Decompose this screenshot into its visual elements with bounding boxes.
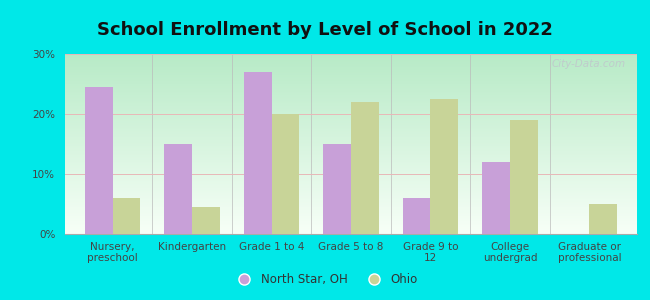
Bar	[85, 87, 112, 234]
Bar	[351, 102, 379, 234]
Bar	[244, 72, 272, 234]
Text: City-Data.com: City-Data.com	[551, 59, 625, 69]
Bar	[323, 144, 351, 234]
Legend: North Star, OH, Ohio: North Star, OH, Ohio	[228, 269, 422, 291]
Text: School Enrollment by Level of School in 2022: School Enrollment by Level of School in …	[97, 21, 553, 39]
Bar	[192, 207, 220, 234]
Bar	[430, 99, 458, 234]
Bar	[112, 198, 140, 234]
Bar	[590, 204, 617, 234]
Bar	[402, 198, 430, 234]
Bar	[272, 114, 300, 234]
Bar	[164, 144, 192, 234]
Bar	[482, 162, 510, 234]
Bar	[510, 120, 538, 234]
